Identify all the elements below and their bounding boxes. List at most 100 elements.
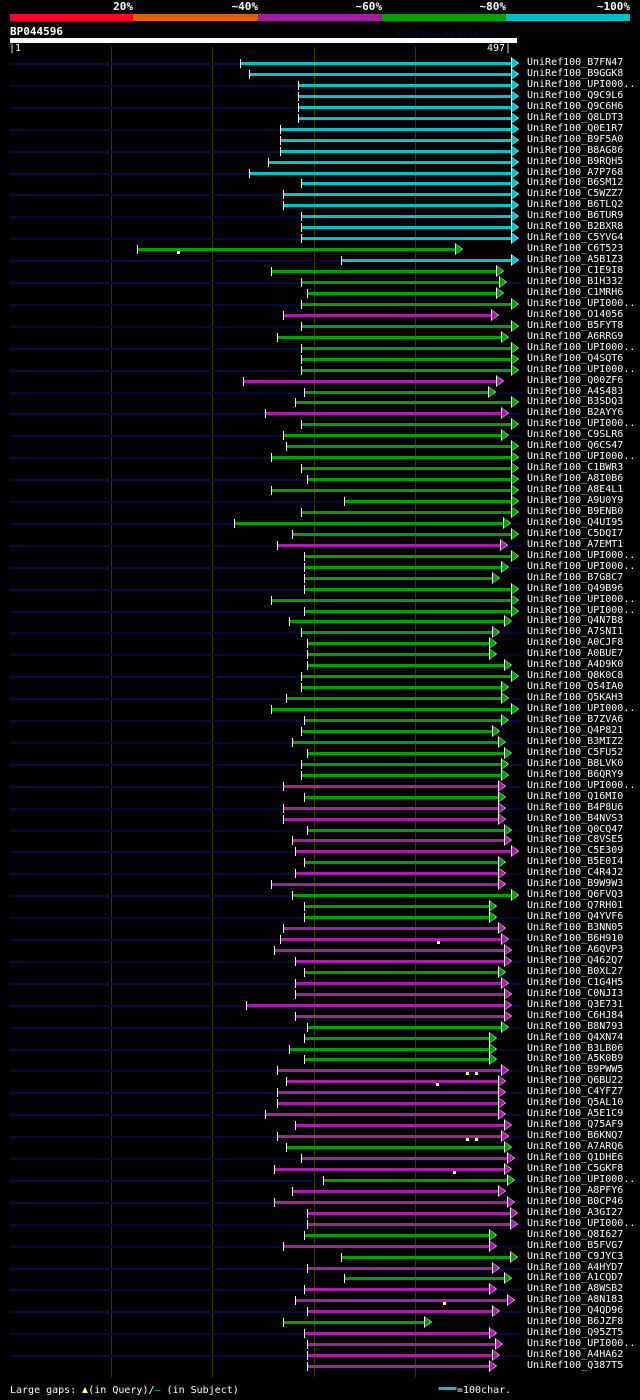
- hit-label[interactable]: UniRef100_B5FVG7: [527, 1239, 624, 1251]
- alignment-bar[interactable]: [303, 916, 490, 920]
- hit-label[interactable]: UniRef100_UPI000..: [527, 560, 636, 572]
- alignment-bar[interactable]: [301, 1157, 508, 1160]
- alignment-bar[interactable]: [303, 1332, 490, 1336]
- alignment-bar[interactable]: [306, 1354, 493, 1358]
- alignment-bar[interactable]: [301, 686, 502, 690]
- hit-label[interactable]: UniRef100_B6H910: [527, 933, 624, 944]
- hit-row[interactable]: UniRef100_UPI000..: [0, 549, 640, 562]
- alignment-bar[interactable]: [303, 390, 489, 394]
- alignment-bar[interactable]: [301, 346, 512, 350]
- hit-row[interactable]: UniRef100_A9U0Y9: [0, 495, 640, 507]
- alignment-bar[interactable]: [301, 368, 512, 372]
- alignment-bar[interactable]: [292, 740, 499, 744]
- alignment-bar[interactable]: [301, 762, 502, 766]
- hit-row[interactable]: UniRef100_A4HYD7: [0, 1261, 640, 1274]
- alignment-bar[interactable]: [295, 872, 499, 876]
- hit-label[interactable]: UniRef100_C1MRH6: [527, 286, 624, 298]
- hit-label[interactable]: UniRef100_B3LB06: [527, 1042, 624, 1054]
- alignment-bar[interactable]: [306, 291, 497, 295]
- alignment-bar[interactable]: [277, 1091, 499, 1095]
- hit-label[interactable]: UniRef100_B3NN05: [527, 922, 624, 934]
- alignment-bar[interactable]: [306, 828, 505, 832]
- hit-row[interactable]: UniRef100_UPI000..: [0, 341, 640, 354]
- hit-row[interactable]: UniRef100_B4P8U6: [0, 801, 640, 814]
- hit-label[interactable]: UniRef100_C6HJ84: [527, 1009, 624, 1021]
- hit-label[interactable]: UniRef100_Q4SQT6: [527, 352, 624, 364]
- alignment-bar[interactable]: [303, 861, 499, 865]
- hit-row[interactable]: UniRef100_C9JYC3: [0, 1250, 640, 1263]
- hit-label[interactable]: UniRef100_C5DQI7: [527, 527, 624, 539]
- alignment-bar[interactable]: [280, 138, 512, 142]
- hit-row[interactable]: UniRef100_C1E9I8: [0, 265, 640, 278]
- hit-row[interactable]: UniRef100_B3SDQ3: [0, 396, 640, 409]
- hit-row[interactable]: UniRef100_B6H910: [0, 933, 640, 945]
- hit-row[interactable]: UniRef100_UPI000..: [0, 1338, 640, 1351]
- hit-label[interactable]: UniRef100_A5E1C9: [527, 1108, 624, 1120]
- hit-label[interactable]: UniRef100_Q6BU22: [527, 1075, 624, 1087]
- hit-label[interactable]: UniRef100_B9GGK8: [527, 67, 624, 79]
- alignment-bar[interactable]: [343, 500, 512, 503]
- hit-row[interactable]: UniRef100_B7ZVA6: [0, 714, 640, 726]
- hit-row[interactable]: UniRef100_A0BUE7: [0, 648, 640, 661]
- hit-label[interactable]: UniRef100_UPI000..: [527, 1173, 636, 1185]
- alignment-bar[interactable]: [274, 1200, 508, 1204]
- hit-label[interactable]: UniRef100_Q4YVF6: [527, 911, 624, 923]
- hit-label[interactable]: UniRef100_B9RQH5: [527, 155, 624, 167]
- hit-row[interactable]: UniRef100_Q54IA0: [0, 681, 640, 694]
- hit-row[interactable]: UniRef100_A8I0B6: [0, 473, 640, 486]
- hit-row[interactable]: UniRef100_B6JZF8: [0, 1316, 640, 1329]
- hit-row[interactable]: UniRef100_Q8I627: [0, 1228, 640, 1241]
- alignment-bar[interactable]: [340, 1255, 511, 1259]
- hit-label[interactable]: UniRef100_C1BWR3: [527, 462, 624, 474]
- hit-row[interactable]: UniRef100_B6TLQ2: [0, 199, 640, 212]
- hit-row[interactable]: UniRef100_B3LB06: [0, 1042, 640, 1055]
- alignment-bar[interactable]: [301, 510, 512, 514]
- alignment-bar[interactable]: [306, 1025, 502, 1029]
- hit-label[interactable]: UniRef100_UPI000..: [527, 341, 636, 353]
- hit-label[interactable]: UniRef100_A4HYD7: [527, 1261, 624, 1273]
- hit-label[interactable]: UniRef100_B4NVS3: [527, 812, 624, 824]
- hit-row[interactable]: UniRef100_O14056: [0, 308, 640, 321]
- hit-row[interactable]: UniRef100_B5FYT8: [0, 319, 640, 332]
- hit-label[interactable]: UniRef100_UPI000..: [527, 451, 636, 463]
- alignment-bar[interactable]: [289, 620, 505, 624]
- hit-label[interactable]: UniRef100_B8AG86: [527, 144, 624, 156]
- hit-row[interactable]: UniRef100_Q4XN74: [0, 1031, 640, 1044]
- alignment-bar[interactable]: [303, 719, 502, 722]
- hit-label[interactable]: UniRef100_C5FU52: [527, 746, 624, 758]
- hit-label[interactable]: UniRef100_A6QVP3: [527, 943, 624, 955]
- hit-row[interactable]: UniRef100_A0CJF8: [0, 637, 640, 650]
- hit-row[interactable]: UniRef100_B3NN05: [0, 922, 640, 935]
- hit-label[interactable]: UniRef100_Q462Q7: [527, 954, 624, 966]
- alignment-bar[interactable]: [301, 324, 512, 328]
- alignment-bar[interactable]: [301, 226, 512, 230]
- alignment-bar[interactable]: [280, 149, 512, 153]
- hit-label[interactable]: UniRef100_A8I0B6: [527, 473, 624, 485]
- alignment-bar[interactable]: [271, 489, 512, 493]
- hit-label[interactable]: UniRef100_Q4UI95: [527, 516, 624, 528]
- hit-label[interactable]: UniRef100_C6T523: [527, 243, 624, 255]
- alignment-bar[interactable]: [298, 94, 512, 98]
- hit-row[interactable]: UniRef100_UPI000..: [0, 1173, 640, 1186]
- hit-row[interactable]: UniRef100_UPI000..: [0, 451, 640, 464]
- alignment-bar[interactable]: [245, 1003, 505, 1007]
- hit-label[interactable]: UniRef100_A3GI27: [527, 1206, 624, 1218]
- hit-row[interactable]: UniRef100_UPI000..: [0, 703, 640, 716]
- alignment-bar[interactable]: [306, 1310, 493, 1314]
- hit-label[interactable]: UniRef100_A7P768: [527, 166, 624, 178]
- hit-row[interactable]: UniRef100_B7G8C7: [0, 571, 640, 584]
- alignment-bar[interactable]: [283, 1244, 490, 1248]
- hit-label[interactable]: UniRef100_Q5KAH3: [527, 692, 624, 704]
- hit-row[interactable]: UniRef100_A1CQD7: [0, 1272, 640, 1285]
- hit-row[interactable]: UniRef100_A8N183: [0, 1294, 640, 1307]
- alignment-bar[interactable]: [271, 598, 512, 602]
- hit-row[interactable]: UniRef100_Q95ZT5: [0, 1327, 640, 1340]
- hit-row[interactable]: UniRef100_Q16MI0: [0, 790, 640, 803]
- alignment-bar[interactable]: [233, 521, 504, 525]
- hit-label[interactable]: UniRef100_Q4QD96: [527, 1305, 624, 1317]
- hit-row[interactable]: UniRef100_B5FVG7: [0, 1239, 640, 1252]
- alignment-bar[interactable]: [306, 1211, 511, 1215]
- hit-label[interactable]: UniRef100_B5FYT8: [527, 319, 624, 331]
- hit-row[interactable]: UniRef100_B0CP46: [0, 1195, 640, 1208]
- hit-row[interactable]: UniRef100_C0NJI3: [0, 987, 640, 1000]
